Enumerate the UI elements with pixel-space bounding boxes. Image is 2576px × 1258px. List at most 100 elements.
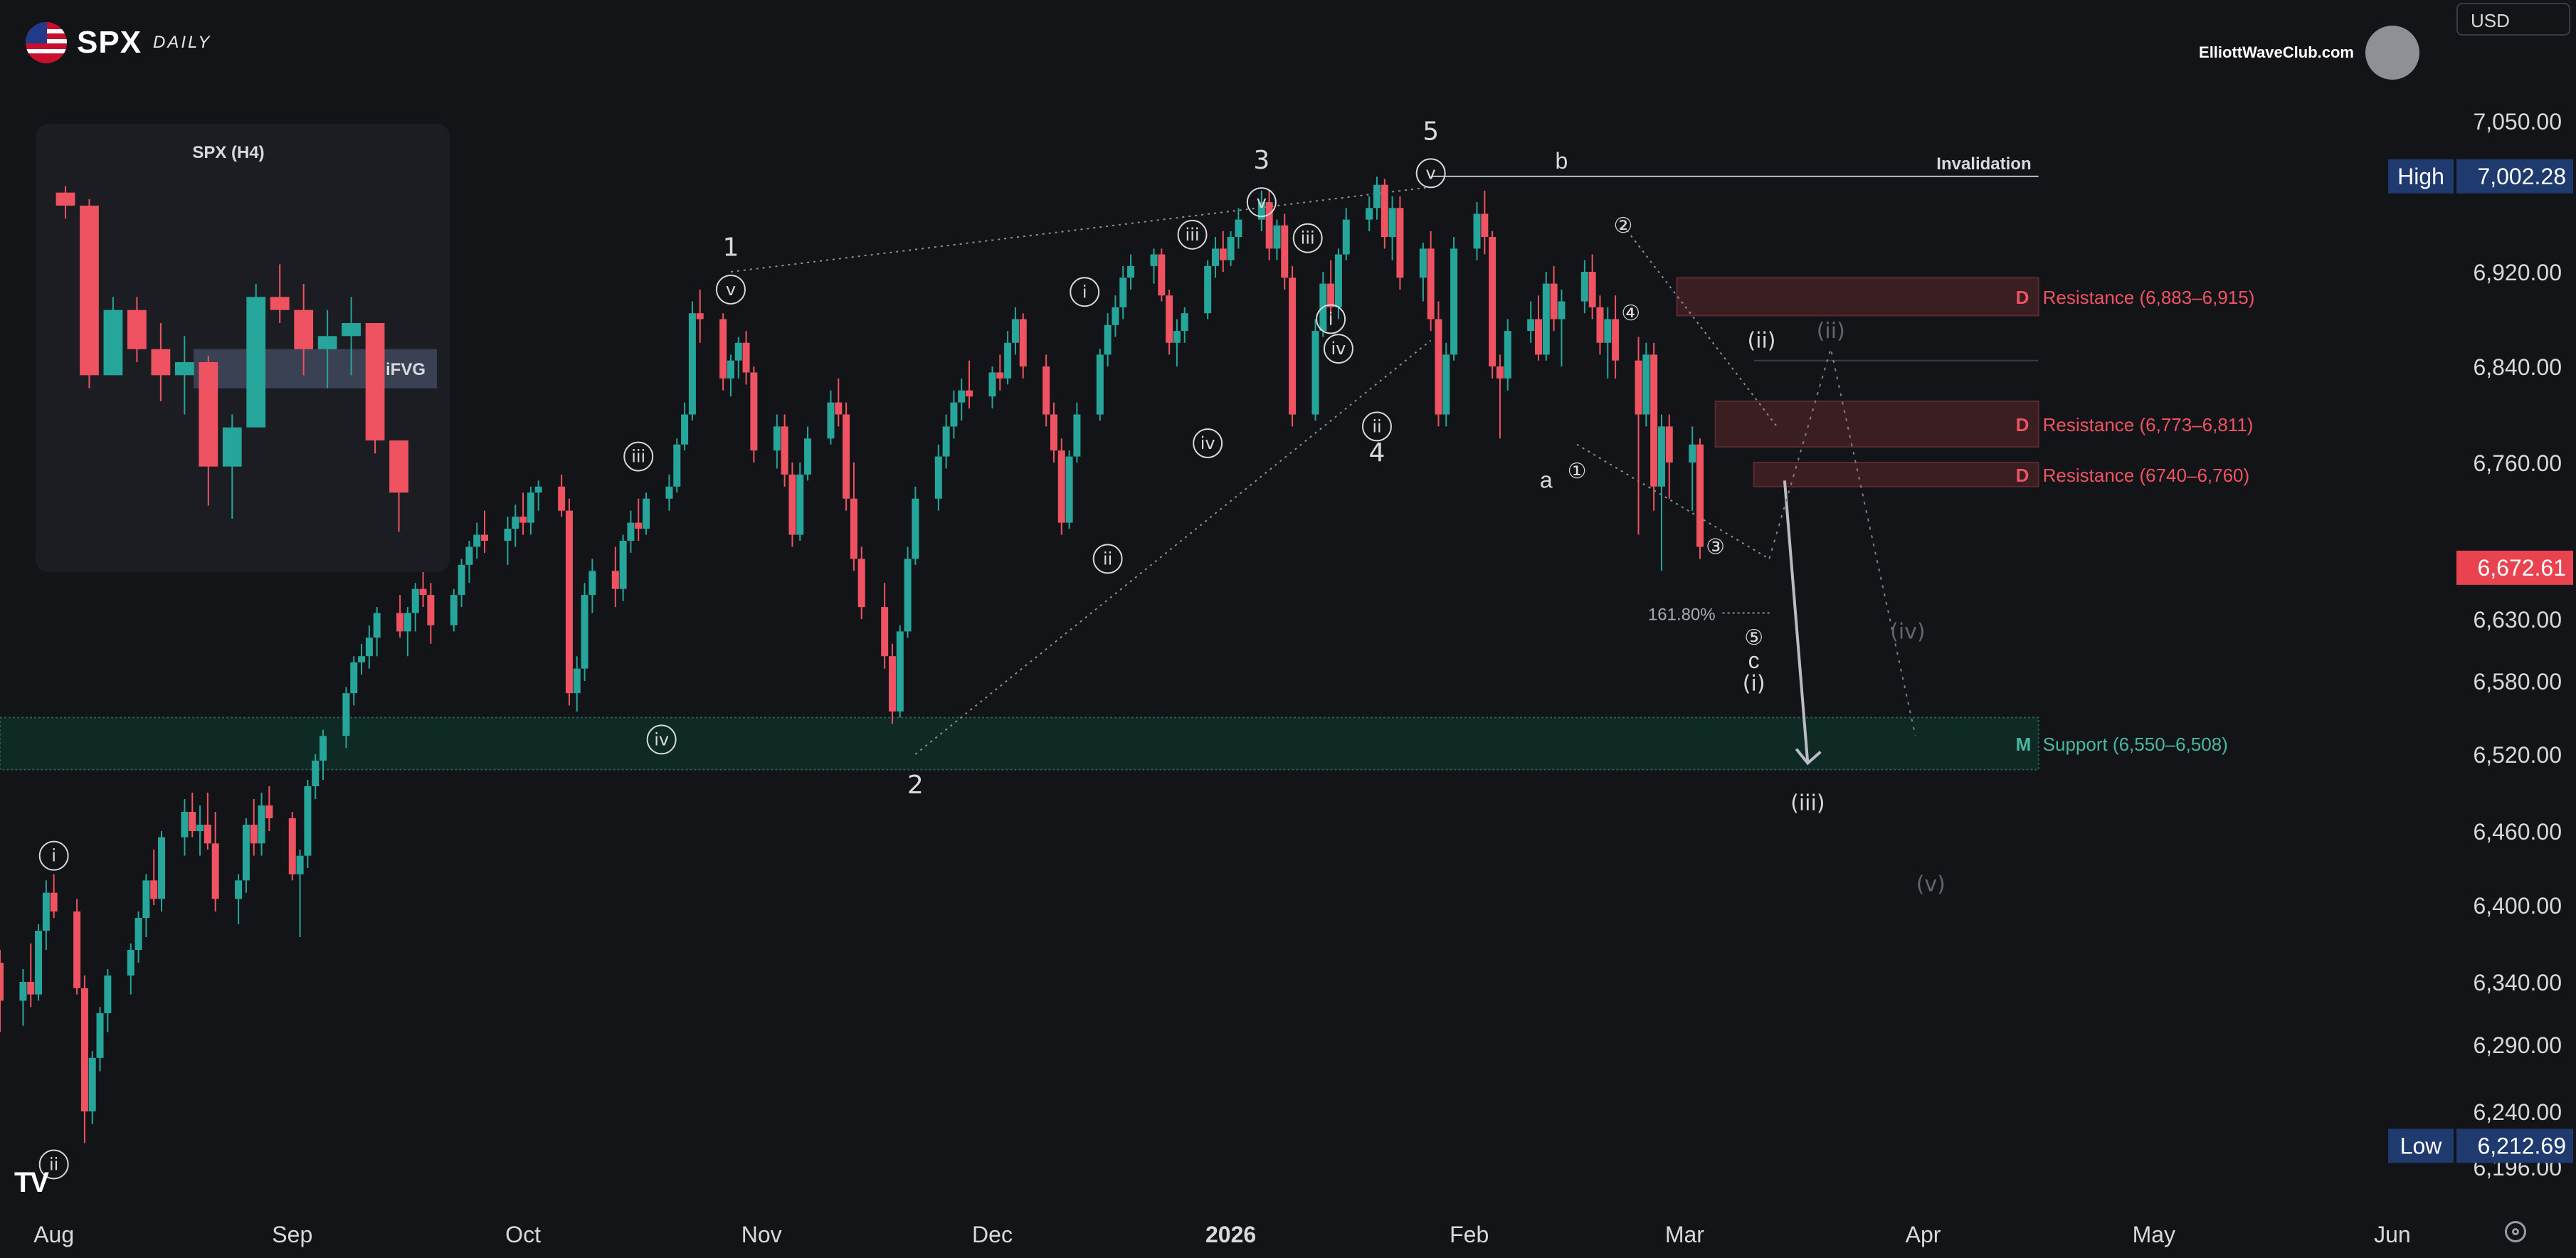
candle-body — [1104, 324, 1112, 355]
candle-body — [1150, 254, 1158, 266]
candle-body — [127, 950, 134, 976]
candle-body — [1281, 225, 1289, 278]
candle-body — [1481, 213, 1489, 238]
candle-body — [189, 812, 196, 831]
candle-body — [181, 812, 189, 837]
candle-body — [1127, 265, 1135, 278]
candle-body — [1204, 265, 1212, 314]
wave-label: (iii) — [1790, 791, 1825, 815]
candle-body — [827, 402, 835, 439]
inset-candle-body — [127, 310, 147, 349]
candle-body — [304, 786, 312, 856]
candle-body — [1112, 307, 1119, 325]
wave-label: ii — [1372, 416, 1381, 436]
wave-label: ② — [1613, 213, 1632, 238]
wave-labels: 1v23v4ii5viiiiiiiviiiiiiiviiiiiv②④①③⑤(i)… — [38, 117, 1946, 1180]
price-axis[interactable]: 7,050.00 6,920.00 6,840.00 6,760.00 6,630.00… — [2388, 109, 2573, 1180]
support-zone-tag: M — [2016, 734, 2032, 755]
candle-body — [1257, 202, 1265, 220]
support-zone-3 — [0, 717, 2039, 771]
site-name: ElliottWaveClub.com — [2199, 43, 2354, 61]
candle-body — [1227, 237, 1235, 260]
candle-body — [1042, 366, 1050, 415]
candle-body — [1542, 283, 1550, 355]
candle-body — [42, 892, 50, 931]
price-tick-label: 6,840.00 — [2473, 354, 2562, 380]
inset-candle-body — [294, 310, 314, 349]
wave-label: (ii) — [1747, 328, 1775, 353]
candle-body — [1073, 414, 1081, 457]
wave-circle — [1292, 223, 1323, 253]
candle-body — [1642, 354, 1650, 415]
inset-candle-body — [151, 349, 171, 376]
wave-label: ⑤ — [1744, 625, 1763, 650]
candle-body — [742, 342, 750, 373]
price-tick-label: 6,340.00 — [2473, 970, 2562, 995]
candle-body — [1057, 450, 1065, 523]
candle-body — [1442, 354, 1450, 415]
resistance-zone-1 — [1714, 400, 2039, 448]
time-tick-label: 2026 — [1205, 1222, 1256, 1247]
candle-body — [565, 510, 573, 694]
candle-body — [1119, 278, 1127, 307]
wave-label: ④ — [1621, 301, 1640, 326]
resistance-zone-tag: D — [2016, 287, 2029, 308]
candle-body — [27, 982, 35, 995]
candle-body — [427, 595, 435, 625]
tradingview-logo[interactable]: TV — [14, 1167, 49, 1198]
low-value: 6,212.69 — [2477, 1133, 2566, 1158]
wave-circle — [1415, 158, 1446, 189]
candle-body — [0, 963, 4, 1001]
candle-body — [1311, 331, 1319, 415]
candle-body — [1650, 354, 1658, 487]
candle-body — [996, 372, 1004, 379]
resistance-zone-tag: D — [2016, 414, 2029, 435]
candle-body — [1604, 319, 1612, 343]
candle-body — [88, 1057, 96, 1111]
candle-body — [966, 390, 973, 397]
candle-body — [1419, 248, 1427, 278]
wave-label: iii — [1301, 228, 1315, 248]
inset-candle-body — [174, 362, 194, 376]
resistance-zone-2 — [1753, 462, 2039, 487]
candle-body — [1489, 237, 1496, 366]
candle-body — [373, 613, 381, 638]
inset-candle-body — [365, 323, 385, 440]
candle-body — [950, 402, 958, 427]
price-tick-label: 6,920.00 — [2473, 260, 2562, 285]
wave-label: ③ — [1706, 534, 1725, 559]
high-badge — [2456, 159, 2573, 194]
candle-body — [504, 529, 512, 541]
candle-body — [665, 486, 673, 499]
candle-body — [1596, 307, 1604, 343]
candle-body — [519, 517, 527, 523]
trendline-3 — [1576, 443, 1770, 560]
candle-body — [627, 522, 635, 541]
wave-circle — [646, 724, 677, 755]
candle-body — [619, 541, 627, 589]
inset-candle-body — [389, 440, 408, 493]
candle-body — [611, 571, 619, 589]
time-axis[interactable]: Aug Sep Oct Nov Dec 2026 Feb Mar Apr May Jun — [33, 1222, 2410, 1247]
gear-icon[interactable] — [2505, 1221, 2526, 1242]
candle-body — [750, 372, 758, 451]
projection-arrowhead — [1795, 748, 1822, 766]
wave-label: v — [1426, 163, 1436, 183]
wave-circle — [1323, 334, 1353, 364]
inset-candle-body — [56, 192, 75, 206]
candle-body — [773, 426, 781, 451]
candle-body — [1534, 319, 1542, 355]
currency-select[interactable]: USD — [2456, 3, 2570, 36]
candle-body — [403, 613, 411, 632]
candle-body — [1635, 360, 1642, 415]
candle-body — [1181, 313, 1188, 332]
candle-body — [1219, 248, 1227, 260]
annotation: 161.80% — [1648, 606, 1716, 625]
candle-body — [734, 342, 742, 361]
candle-body — [881, 607, 889, 657]
candle-body — [527, 492, 534, 523]
wave-label: 4 — [1369, 438, 1385, 467]
high-label: High — [2397, 164, 2444, 189]
candle-body — [1381, 184, 1388, 238]
